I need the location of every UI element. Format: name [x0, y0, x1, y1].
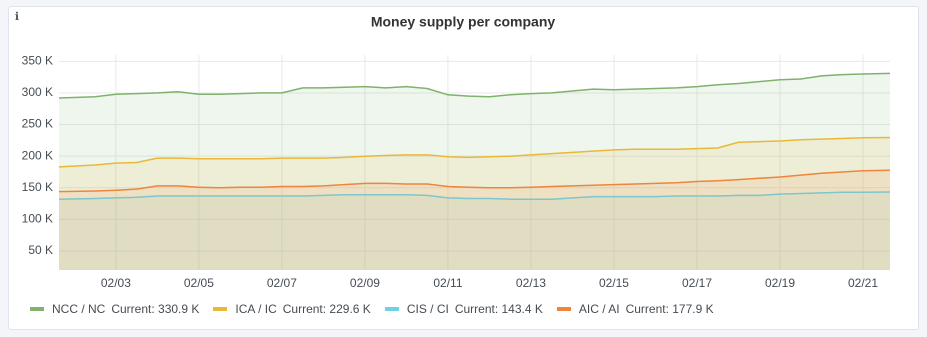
y-tick-label: 150 K: [22, 180, 53, 194]
legend-item[interactable]: CIS / CI Current: 143.4 K: [384, 302, 543, 316]
x-tick-label: 02/17: [682, 276, 712, 290]
area: [59, 73, 890, 271]
y-tick-label: 350 K: [22, 53, 53, 67]
y-tick-label: 100 K: [22, 212, 53, 226]
series-line: [58, 136, 891, 168]
x-tick-label: 02/09: [350, 276, 380, 290]
legend-swatch: [213, 307, 228, 311]
legend-label: ICA / IC: [235, 302, 277, 316]
y-tick-label: 50 K: [28, 243, 53, 257]
x-tick-label: 02/05: [184, 276, 214, 290]
chart-title: Money supply per company: [371, 14, 556, 30]
legend-current: Current: 229.6 K: [282, 302, 371, 316]
x-tick-label: 02/21: [848, 276, 878, 290]
x-tick-label: 02/13: [516, 276, 546, 290]
area: [59, 192, 890, 270]
series-line: [58, 169, 891, 193]
y-tick-label: 300 K: [22, 85, 53, 99]
legend-swatch: [384, 307, 399, 311]
legend-label: NCC / NC: [52, 302, 106, 316]
legend-item[interactable]: NCC / NC Current: 330.9 K: [30, 302, 199, 316]
area: [59, 170, 890, 270]
legend-label: CIS / CI: [406, 302, 449, 316]
x-tick-label: 02/19: [765, 276, 795, 290]
legend-item[interactable]: AIC / AI Current: 177.9 K: [556, 302, 714, 316]
legend-current: Current: 177.9 K: [625, 302, 714, 316]
legend: NCC / NC Current: 330.9 K ICA / IC Current:…: [30, 302, 728, 316]
x-tick-label: 02/07: [267, 276, 297, 290]
legend-current: Current: 330.9 K: [111, 302, 200, 316]
panel: [8, 6, 919, 330]
y-tick-label: 200 K: [22, 148, 53, 162]
legend-swatch: [30, 307, 44, 311]
x-tick-label: 02/15: [599, 276, 629, 290]
y-tick-label: 250 K: [22, 117, 53, 131]
x-tick-label: 02/03: [101, 276, 131, 290]
info-icon[interactable]: ℹ: [15, 11, 19, 23]
series-line: [58, 191, 891, 200]
legend-item[interactable]: ICA / IC Current: 229.6 K: [213, 302, 371, 316]
legend-swatch: [556, 307, 571, 311]
area: [59, 137, 890, 270]
legend-current: Current: 143.4 K: [454, 302, 543, 316]
x-tick-label: 02/11: [433, 276, 462, 290]
series-line: [58, 72, 891, 99]
legend-label: AIC / AI: [578, 302, 620, 316]
